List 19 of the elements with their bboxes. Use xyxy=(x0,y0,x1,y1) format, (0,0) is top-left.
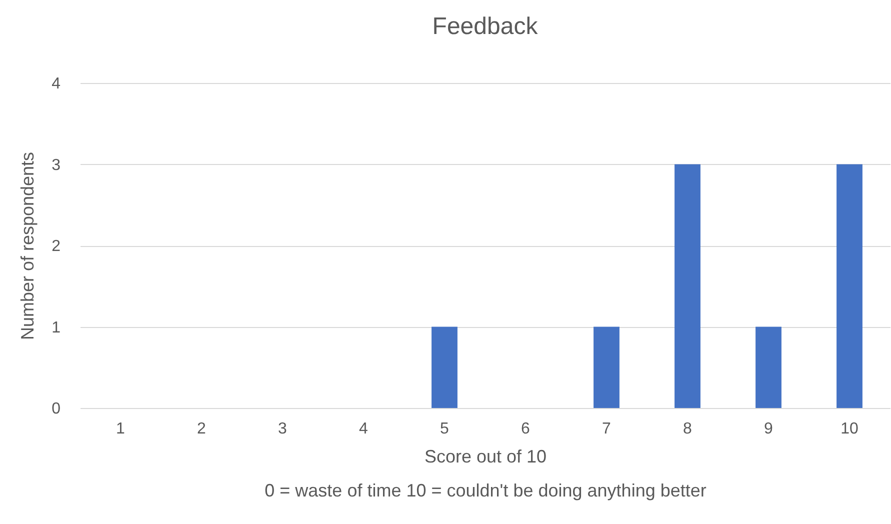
x-tick-label: 5 xyxy=(440,420,450,438)
x-tick-label: 10 xyxy=(840,420,858,438)
x-axis-title: Score out of 10 xyxy=(424,446,547,466)
y-tick-label: 0 xyxy=(52,400,61,418)
x-tick-label: 9 xyxy=(764,420,774,438)
x-tick-label: 1 xyxy=(116,420,126,438)
text: 0 = waste of time 10 = couldn't be doing anything better xyxy=(264,480,706,500)
y-tick-label: 4 xyxy=(52,76,61,92)
x-tick-label: 8 xyxy=(683,420,692,438)
y-tick-label: 3 xyxy=(52,156,61,174)
y-tick-label: 1 xyxy=(52,319,61,336)
x-tick-label: 2 xyxy=(197,420,206,438)
y-axis-title: Number of respondents xyxy=(18,152,38,340)
y-tick-label: 2 xyxy=(52,238,61,255)
x-tick-label: 7 xyxy=(602,420,612,438)
x-tick-label: 6 xyxy=(521,420,530,438)
chart-title: Feedback xyxy=(432,13,539,40)
x-tick-label: 4 xyxy=(359,420,368,438)
x-tick-label: 3 xyxy=(278,420,288,438)
